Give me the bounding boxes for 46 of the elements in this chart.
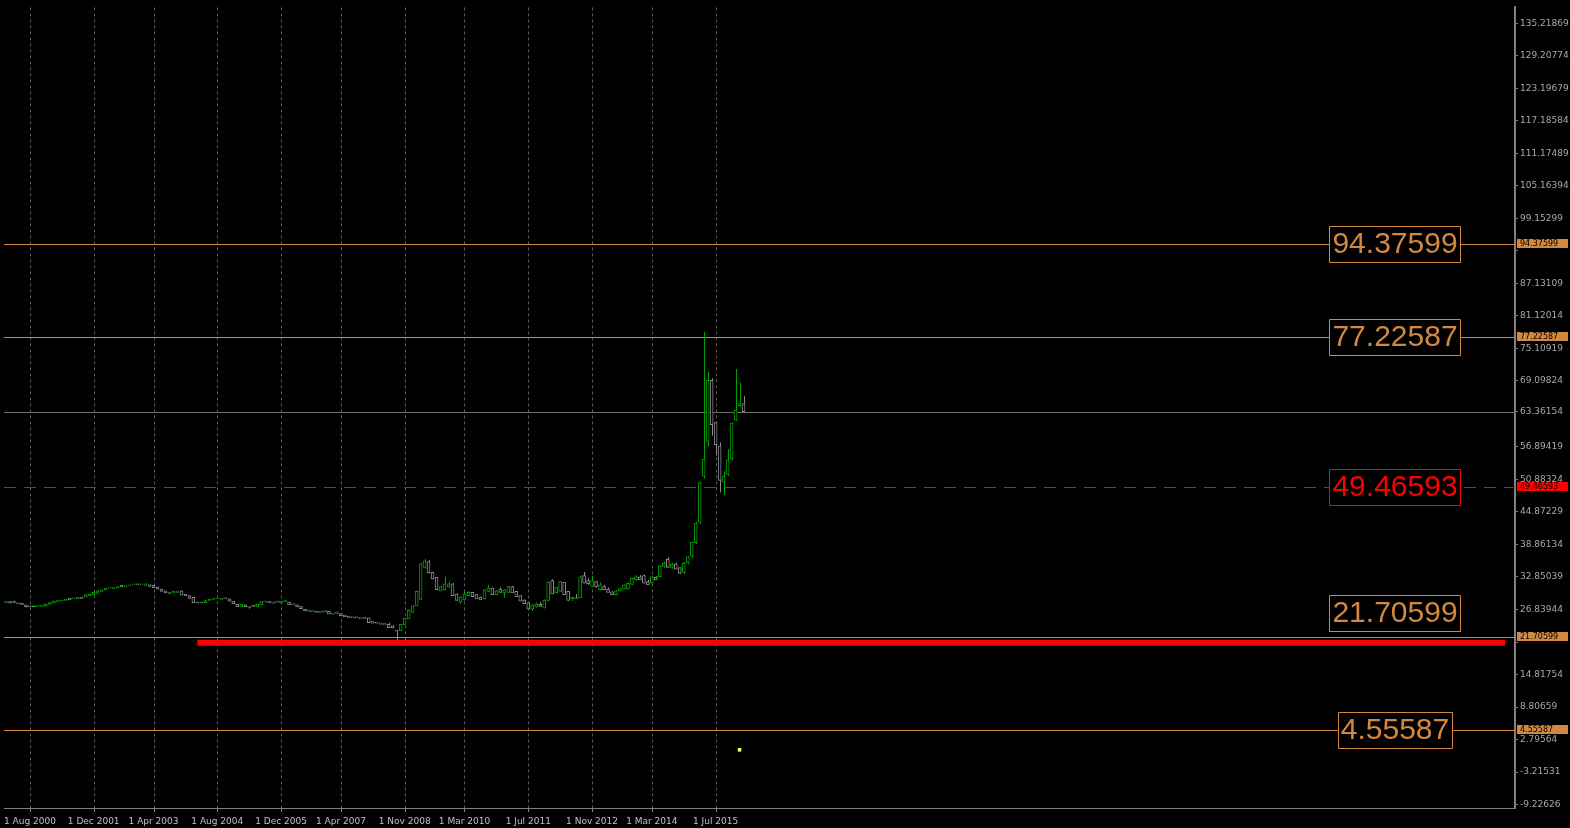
text: 21.70599: [1332, 595, 1458, 629]
x-tick-label: 1 Aug 2004: [191, 815, 244, 826]
ref-line-label: 4.55587: [1340, 712, 1450, 746]
x-tick-label: 1 Mar 2014: [626, 815, 678, 826]
x-tick-label: 1 Dec 2005: [255, 815, 307, 826]
y-tick-label: 44.87229: [1520, 506, 1564, 517]
text: 49.46593: [1520, 482, 1559, 492]
text: 4.55587: [1520, 725, 1554, 735]
y-tick-label: 56.89419: [1520, 441, 1564, 452]
x-tick-label: 1 Dec 2001: [67, 815, 120, 826]
y-tick-label: 105.16394: [1520, 180, 1569, 191]
text: 94.37599: [1520, 239, 1559, 249]
x-tick-label: 1 Apr 2007: [315, 815, 366, 826]
y-tick-label: 8.80659: [1520, 701, 1558, 712]
y-tick-label: -3.21531: [1520, 766, 1561, 777]
y-tick-label: 117.18584: [1520, 115, 1569, 126]
y-tick-label: 50.88324: [1520, 473, 1564, 484]
y-tick-label: 81.12014: [1520, 310, 1564, 321]
x-tick-label: 1 Mar 2010: [438, 815, 491, 826]
ref-line-label: 49.46593: [1332, 469, 1458, 503]
y-tick-label: 2.79564: [1520, 733, 1558, 744]
y-tick-label: 111.17489: [1520, 147, 1569, 158]
text: 77.22587: [1520, 332, 1559, 342]
y-tick-label: 14.81754: [1520, 668, 1564, 679]
y-tick-label: 75.10919: [1520, 342, 1564, 353]
x-tick-label: 1 Nov 2012: [566, 815, 619, 826]
y-tick-label: 99.15299: [1520, 212, 1564, 223]
y-tick-label: 135.21869: [1520, 17, 1569, 28]
y-tick-label: 32.85039: [1520, 571, 1564, 582]
x-tick-label: 1 Jul 2011: [505, 815, 551, 826]
x-tick-label: 1 Jul 2015: [693, 815, 739, 826]
y-tick-label: 129.20774: [1520, 50, 1569, 61]
y-tick-label: 63.36154: [1520, 406, 1564, 417]
y-tick-label: 38.86134: [1520, 538, 1564, 549]
x-tick-label: 1 Aug 2000: [3, 815, 57, 826]
ref-line-label: 77.22587: [1332, 319, 1458, 353]
ref-line-label: 94.37599: [1332, 226, 1458, 260]
y-tick-label: 123.19679: [1520, 82, 1569, 93]
y-tick-label: -9.22626: [1520, 798, 1561, 809]
x-tick-label: 1 Nov 2008: [378, 815, 431, 826]
x-tick-label: 1 Apr 2003: [128, 815, 179, 826]
y-tick-label: 26.83944: [1520, 603, 1564, 614]
y-tick-label: 87.13109: [1520, 277, 1564, 288]
candlestick: [701, 331, 706, 480]
ref-line-label: 21.70599: [1520, 632, 1559, 642]
y-tick-label: 69.09824: [1520, 375, 1564, 386]
